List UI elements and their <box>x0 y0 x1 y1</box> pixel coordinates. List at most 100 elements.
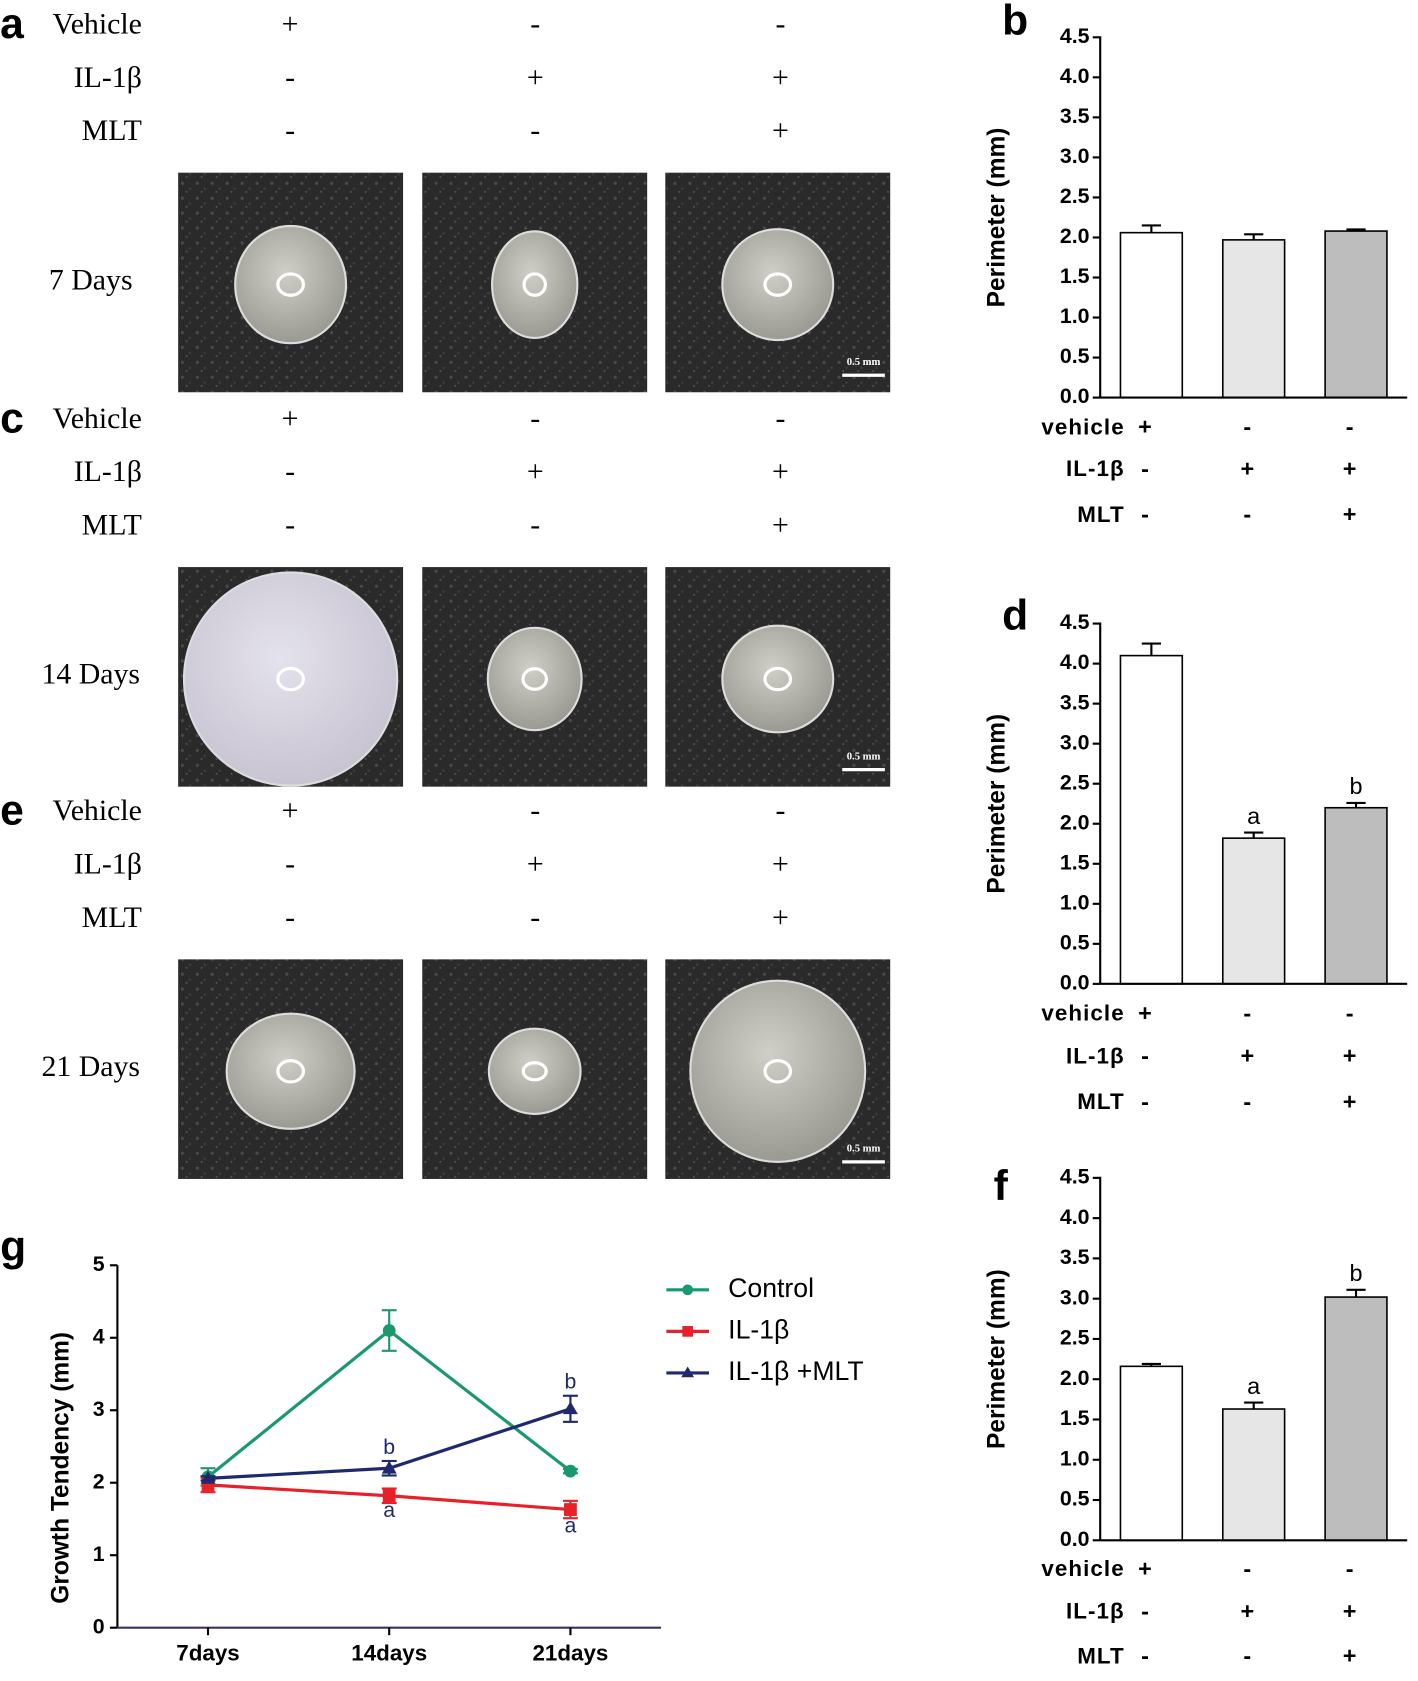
condition-mark: + <box>1343 1643 1357 1669</box>
condition-mark: + <box>282 402 299 435</box>
y-tick-label: 2.5 <box>1060 184 1090 208</box>
day-label: 14 Days <box>41 658 140 691</box>
condition-mark: - <box>285 455 295 488</box>
condition-label: MLT <box>82 114 142 147</box>
condition-mark: - <box>1243 1088 1251 1114</box>
condition-label: vehicle <box>1041 1001 1124 1026</box>
cartilage-disc <box>721 228 835 342</box>
y-tick-label: 0.5 <box>1060 1487 1090 1511</box>
condition-label: MLT <box>82 901 142 934</box>
cartilage-disc <box>182 571 399 787</box>
bar <box>1324 1296 1388 1542</box>
condition-mark: - <box>530 114 540 147</box>
highlight <box>522 272 547 297</box>
cartilage-disc <box>689 979 867 1163</box>
y-tick-label: 1 <box>93 1542 105 1566</box>
y-axis-label: Perimeter (mm) <box>983 128 1010 308</box>
cartilage-disc <box>721 624 835 734</box>
legend-marker <box>682 1326 694 1337</box>
condition-mark: - <box>1141 1043 1149 1069</box>
panel-label: a <box>0 0 24 48</box>
point <box>382 1324 396 1337</box>
significance-label: a <box>564 1513 576 1537</box>
day-label: 21 Days <box>41 1050 140 1083</box>
condition-mark: - <box>285 61 295 94</box>
highlight <box>763 272 793 297</box>
bar <box>1119 654 1184 985</box>
condition-mark: - <box>1243 1555 1251 1581</box>
condition-label: MLT <box>1077 1643 1125 1668</box>
point <box>564 1503 577 1516</box>
condition-mark: + <box>1343 1088 1357 1114</box>
y-tick-label: 4.0 <box>1060 650 1090 674</box>
condition-mark: + <box>282 794 299 827</box>
condition-mark: + <box>772 61 789 94</box>
panel-label: c <box>0 394 24 442</box>
bar <box>1324 806 1388 985</box>
condition-mark: + <box>1138 414 1152 440</box>
condition-label: Vehicle <box>52 402 141 435</box>
x-tick-label: 21days <box>532 1640 608 1665</box>
condition-mark: + <box>282 7 299 40</box>
y-axis-label: Perimeter (mm) <box>983 714 1010 894</box>
condition-mark: - <box>1141 1598 1149 1624</box>
condition-mark: - <box>530 402 540 435</box>
legend-label: Control <box>728 1273 814 1303</box>
bar <box>1119 1365 1184 1542</box>
y-tick-label: 5 <box>93 1252 105 1276</box>
highlight <box>763 666 793 692</box>
y-tick-label: 4.0 <box>1060 64 1090 88</box>
y-tick-label: 4.5 <box>1060 610 1090 634</box>
panel-label: d <box>1002 592 1028 640</box>
point <box>200 1470 216 1484</box>
condition-mark: - <box>775 7 785 40</box>
condition-mark: - <box>1346 1555 1354 1581</box>
cartilage-disc <box>487 1027 582 1115</box>
condition-mark: - <box>530 794 540 827</box>
x-tick-label: 14days <box>351 1640 427 1665</box>
legend-label: IL-1β +MLT <box>728 1356 863 1386</box>
condition-mark: - <box>1346 414 1354 440</box>
condition-label: IL-1β <box>1066 1043 1125 1068</box>
y-tick-label: 0.0 <box>1060 970 1090 994</box>
significance-label: a <box>1247 1373 1261 1399</box>
y-tick-label: 1.0 <box>1060 304 1090 328</box>
cartilage-disc <box>234 224 348 345</box>
legend-marker <box>682 1284 694 1296</box>
y-tick-label: 2.5 <box>1060 770 1090 794</box>
panel-label: e <box>0 787 24 835</box>
condition-label: IL-1β <box>1066 456 1125 481</box>
condition-mark: - <box>1243 1643 1251 1669</box>
y-tick-label: 3 <box>93 1397 105 1421</box>
condition-mark: - <box>1141 501 1149 527</box>
legend-label: IL-1β <box>728 1314 789 1344</box>
condition-mark: + <box>772 901 789 934</box>
panel-label: b <box>1002 0 1028 45</box>
y-tick-label: 4.0 <box>1060 1205 1090 1229</box>
bar <box>1221 239 1286 399</box>
condition-mark: - <box>530 7 540 40</box>
significance-label: a <box>383 1498 395 1522</box>
y-tick-label: 3.0 <box>1060 730 1090 754</box>
point <box>381 1460 397 1474</box>
significance-label: b <box>1350 773 1363 799</box>
condition-label: Vehicle <box>52 7 141 40</box>
cartilage-disc <box>486 626 583 732</box>
y-tick-label: 1.5 <box>1060 264 1090 288</box>
condition-label: IL-1β <box>74 61 142 94</box>
condition-mark: - <box>530 508 540 541</box>
y-tick-label: 0.0 <box>1060 384 1090 408</box>
y-tick-label: 3.0 <box>1060 144 1090 168</box>
condition-mark: - <box>530 901 540 934</box>
condition-mark: - <box>285 901 295 934</box>
y-tick-label: 2 <box>93 1469 105 1493</box>
condition-mark: - <box>775 402 785 435</box>
y-tick-label: 1.0 <box>1060 1446 1090 1470</box>
bar <box>1221 1408 1286 1542</box>
condition-mark: + <box>772 455 789 488</box>
panel-label: g <box>0 1223 26 1271</box>
y-tick-label: 0.5 <box>1060 930 1090 954</box>
condition-mark: - <box>775 794 785 827</box>
bar <box>1324 230 1388 399</box>
y-tick-label: 0 <box>93 1614 105 1638</box>
